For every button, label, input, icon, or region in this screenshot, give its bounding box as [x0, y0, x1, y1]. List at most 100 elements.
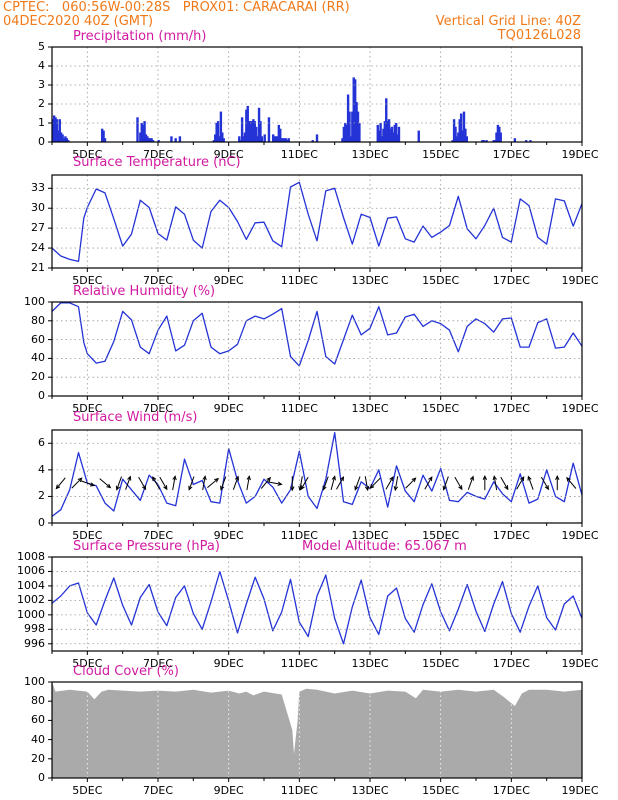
precip-bar [387, 119, 391, 142]
precip-bar [311, 140, 314, 142]
precip-bar [58, 119, 61, 142]
wind-chart [48, 429, 583, 527]
x-tick-label: 5DEC [72, 148, 103, 161]
x-tick-label: 17DEC [492, 402, 530, 415]
wind-arrow-head [520, 476, 525, 482]
precip-bar [345, 124, 348, 142]
x-tick-label: 9DEC [213, 274, 244, 287]
x-tick-label: 9DEC [213, 148, 244, 161]
x-tick-label: 7DEC [142, 402, 174, 415]
wind-arrow-shaft [336, 476, 344, 490]
precip-bar [495, 132, 498, 142]
x-tick-label: 17DEC [492, 529, 530, 542]
wind-arrow-shaft [516, 476, 525, 490]
wind-arrow-shaft [207, 478, 219, 489]
precip-bar [215, 123, 218, 142]
x-tick-label: 19DEC [561, 148, 599, 161]
precip-bar [147, 138, 151, 142]
precip-bar [178, 136, 182, 142]
precip-bar [54, 117, 57, 142]
wind-arrow-shaft [424, 476, 433, 490]
precip-bar [239, 140, 242, 142]
precipitation-title: Precipitation (mm/h) [73, 29, 207, 44]
wind-arrow-head [428, 476, 433, 482]
precip-bar [102, 130, 105, 142]
precip-bar [277, 124, 281, 142]
wind-arrow-head [127, 475, 132, 481]
precip-bar [274, 136, 278, 142]
wind-arrow-head [115, 485, 120, 491]
y-tick-label: 3 [38, 78, 45, 91]
y-tick-label: 80 [31, 694, 45, 708]
precip-bar [355, 102, 358, 142]
precip-bar [386, 121, 389, 142]
wind-arrow-shaft [500, 476, 509, 490]
humidity-panel: Relative Humidity (%) 0 20 40 60 80 100 5DEC 7D… [0, 284, 618, 415]
x-tick-label: 13DEC [351, 274, 389, 287]
precip-bar [341, 138, 344, 142]
y-tick-label: 0 [38, 135, 45, 148]
plot-area [52, 47, 582, 142]
pressure-panel: Surface Pressure (hPa) Model Altitude: 6… [0, 539, 618, 670]
wind-arrow-head [300, 485, 305, 491]
precip-bar [141, 124, 145, 142]
precip-bar [451, 140, 454, 142]
wind-arrow-head [202, 475, 207, 481]
wind-arrow-shaft [152, 476, 161, 490]
precip-bar [64, 136, 67, 142]
precip-bar [249, 121, 252, 142]
wind-arrow-head [106, 483, 112, 489]
y-tick-label: 100 [24, 295, 45, 308]
temperature-chart [48, 174, 583, 272]
precip-bar [51, 119, 54, 142]
precip-bar [143, 121, 146, 142]
wind-arrow-shaft [299, 476, 303, 491]
y-tick-label: 33 [31, 181, 45, 195]
plot-area [52, 175, 582, 268]
pressure-chart [48, 556, 583, 655]
y-tick-label: 0 [38, 516, 45, 529]
precip-bar [358, 123, 361, 142]
precip-bar [462, 111, 466, 142]
wind-arrow-shaft [188, 476, 195, 490]
y-tick-label: 27 [31, 221, 45, 235]
precip-bar [481, 140, 484, 142]
precip-bar [287, 138, 290, 142]
precip-bar [390, 126, 394, 142]
cloud-area [52, 682, 582, 778]
wind-arrow-shaft [300, 476, 309, 490]
precip-bar [263, 134, 266, 142]
x-tick-label: 9DEC [213, 784, 244, 797]
wind-arrow-head [266, 476, 272, 482]
x-tick-label: 5DEC [72, 784, 103, 797]
precip-bar [396, 134, 399, 142]
wind-arrow-shaft [202, 476, 206, 491]
wind-arrow-head [142, 485, 147, 491]
wind-arrow-shaft [172, 476, 176, 491]
precip-bar [255, 126, 258, 142]
precip-bar [59, 132, 63, 142]
precip-bar [216, 121, 220, 142]
precip-bar [346, 94, 350, 142]
wind-arrow-head [214, 477, 220, 483]
wind-arrow-shaft [125, 476, 131, 490]
wind-arrow-shaft [55, 477, 66, 489]
precip-bar [136, 117, 139, 142]
precip-bar [499, 132, 502, 142]
precip-bar [61, 134, 64, 142]
precip-bar [529, 140, 532, 142]
wind-arrow-head [152, 476, 157, 482]
wind-arrow-head [234, 475, 240, 481]
wind-arrow-head [469, 475, 474, 481]
precip-bar [151, 140, 155, 142]
precip-bar [455, 136, 459, 142]
wind-arrow-shaft [80, 480, 95, 487]
precip-bar [376, 124, 379, 142]
precip-bar [65, 138, 69, 142]
wind-arrow-shaft [493, 476, 498, 491]
plot-frame [51, 429, 583, 524]
y-tick-label: 40 [31, 351, 45, 365]
plot-area [52, 302, 582, 396]
y-tick-label: 1004 [17, 578, 45, 592]
wind-arrow-shaft [99, 478, 111, 489]
